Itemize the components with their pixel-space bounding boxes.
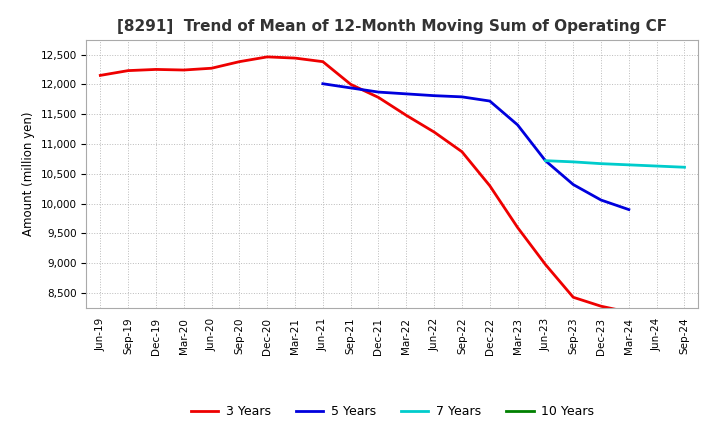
5 Years xyxy=(569,182,577,187)
3 Years xyxy=(346,82,355,87)
3 Years xyxy=(402,113,410,118)
3 Years xyxy=(291,55,300,61)
5 Years xyxy=(346,85,355,91)
3 Years xyxy=(430,129,438,135)
3 Years xyxy=(458,149,467,154)
3 Years xyxy=(485,183,494,188)
7 Years xyxy=(597,161,606,166)
3 Years xyxy=(124,68,132,73)
Y-axis label: Amount (million yen): Amount (million yen) xyxy=(22,112,35,236)
5 Years xyxy=(485,99,494,104)
3 Years xyxy=(597,304,606,309)
3 Years xyxy=(235,59,243,64)
3 Years xyxy=(179,67,188,73)
7 Years xyxy=(652,163,661,169)
5 Years xyxy=(430,93,438,98)
3 Years xyxy=(96,73,104,78)
7 Years xyxy=(569,159,577,165)
5 Years xyxy=(318,81,327,86)
Title: [8291]  Trend of Mean of 12-Month Moving Sum of Operating CF: [8291] Trend of Mean of 12-Month Moving … xyxy=(117,19,667,34)
3 Years xyxy=(207,66,216,71)
5 Years xyxy=(597,198,606,203)
7 Years xyxy=(541,158,550,163)
5 Years xyxy=(458,94,467,99)
3 Years xyxy=(263,54,271,59)
Legend: 3 Years, 5 Years, 7 Years, 10 Years: 3 Years, 5 Years, 7 Years, 10 Years xyxy=(186,400,599,423)
3 Years xyxy=(318,59,327,64)
5 Years xyxy=(374,89,383,95)
5 Years xyxy=(541,158,550,163)
Line: 3 Years: 3 Years xyxy=(100,57,629,312)
3 Years xyxy=(152,67,161,72)
3 Years xyxy=(513,225,522,230)
3 Years xyxy=(374,95,383,100)
Line: 5 Years: 5 Years xyxy=(323,84,629,209)
3 Years xyxy=(624,309,633,315)
7 Years xyxy=(680,165,689,170)
3 Years xyxy=(541,262,550,267)
5 Years xyxy=(624,207,633,212)
5 Years xyxy=(513,122,522,128)
3 Years xyxy=(569,295,577,300)
5 Years xyxy=(402,91,410,96)
Line: 7 Years: 7 Years xyxy=(546,161,685,167)
